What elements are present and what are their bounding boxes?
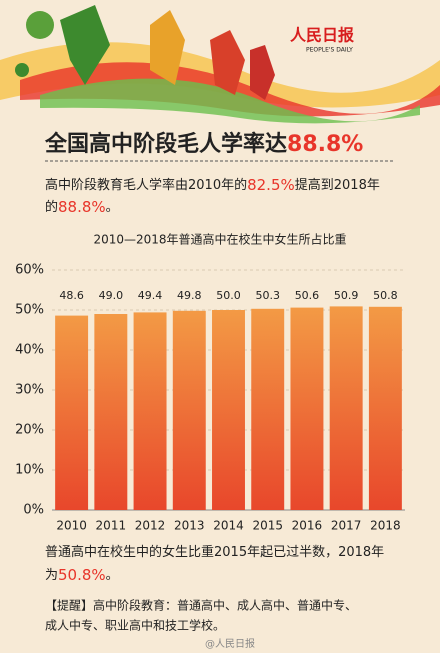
note-line-2: 成人中专、职业高中和技工学校。 [45,618,225,633]
value-label: 49.8 [177,289,202,302]
intro-text: 的 [45,199,58,215]
intro-line-2: 的88.8%。 [45,198,119,216]
x-tick-label: 2013 [174,519,205,533]
intro-line-1: 高中阶段教育毛人学率由2010年的82.5%提高到2018年 [45,176,380,194]
conclusion-highlight: 50.8% [58,566,106,584]
bar [172,310,206,510]
x-tick-label: 2010 [56,519,87,533]
logo-sub: PEOPLE'S DAILY [306,47,353,54]
value-label: 49.4 [138,289,163,302]
conclusion-text: 。 [106,568,119,583]
x-tick-label: 2012 [135,519,166,533]
intro-text: 。 [106,200,119,215]
x-tick-label: 2014 [213,519,244,533]
value-label: 50.0 [216,289,241,302]
conclusion-line-2: 为50.8%。 [45,566,119,584]
bar [55,315,89,510]
y-tick-label: 50% [15,303,44,318]
headline: 全国高中阶段毛人学率达88.8% [44,131,363,157]
x-tick-label: 2015 [252,519,283,533]
x-tick-label: 2016 [292,519,323,533]
intro-text: 高中阶段教育毛人学率由2010年的 [45,177,247,193]
logo: 人民日报 [290,26,354,45]
bar [133,312,167,510]
chart: 0% 10% 20% 30% 40% 50% 60% 2010 48.6 2011 49.0 2012… [15,263,405,533]
watermark: @人民日报 [205,637,255,650]
intro-highlight: 82.5% [247,176,295,194]
conclusion-text: 为 [45,568,58,583]
note-line-1: 【提醒】高中阶段教育：普通高中、成人高中、普通中专、 [45,598,357,613]
x-tick-label: 2018 [370,519,401,533]
value-label: 50.3 [255,289,280,302]
banner-art [0,5,440,124]
y-tick-label: 30% [15,383,44,398]
conclusion-text: 普通高中在校生中的女生比重2015年起已过半数，2018年 [45,544,384,560]
value-label: 48.6 [59,289,84,302]
bar [94,314,128,510]
intro-highlight: 88.8% [58,198,106,216]
y-tick-label: 0% [23,503,44,518]
y-tick-label: 60% [15,263,44,278]
headline-highlight: 88.8% [287,132,363,157]
x-tick-label: 2011 [96,519,127,533]
x-tick-label: 2017 [331,519,362,533]
intro-text: 提高到2018年 [295,177,380,193]
conclusion-line-1: 普通高中在校生中的女生比重2015年起已过半数，2018年 [45,544,384,560]
bar [329,306,363,510]
value-label: 49.0 [99,289,124,302]
value-label: 50.9 [334,289,359,302]
bar [212,310,245,510]
bar [290,307,324,510]
value-label: 50.6 [295,289,320,302]
chart-title: 2010—2018年普通高中在校生中女生所占比重 [93,232,346,247]
value-label: 50.8 [373,289,398,302]
bar [368,306,402,510]
y-tick-label: 10% [15,463,44,478]
y-tick-label: 20% [15,423,44,438]
headline-text: 全国高中阶段毛人学率达 [44,131,287,157]
bar [251,308,285,510]
y-tick-label: 40% [15,343,44,358]
